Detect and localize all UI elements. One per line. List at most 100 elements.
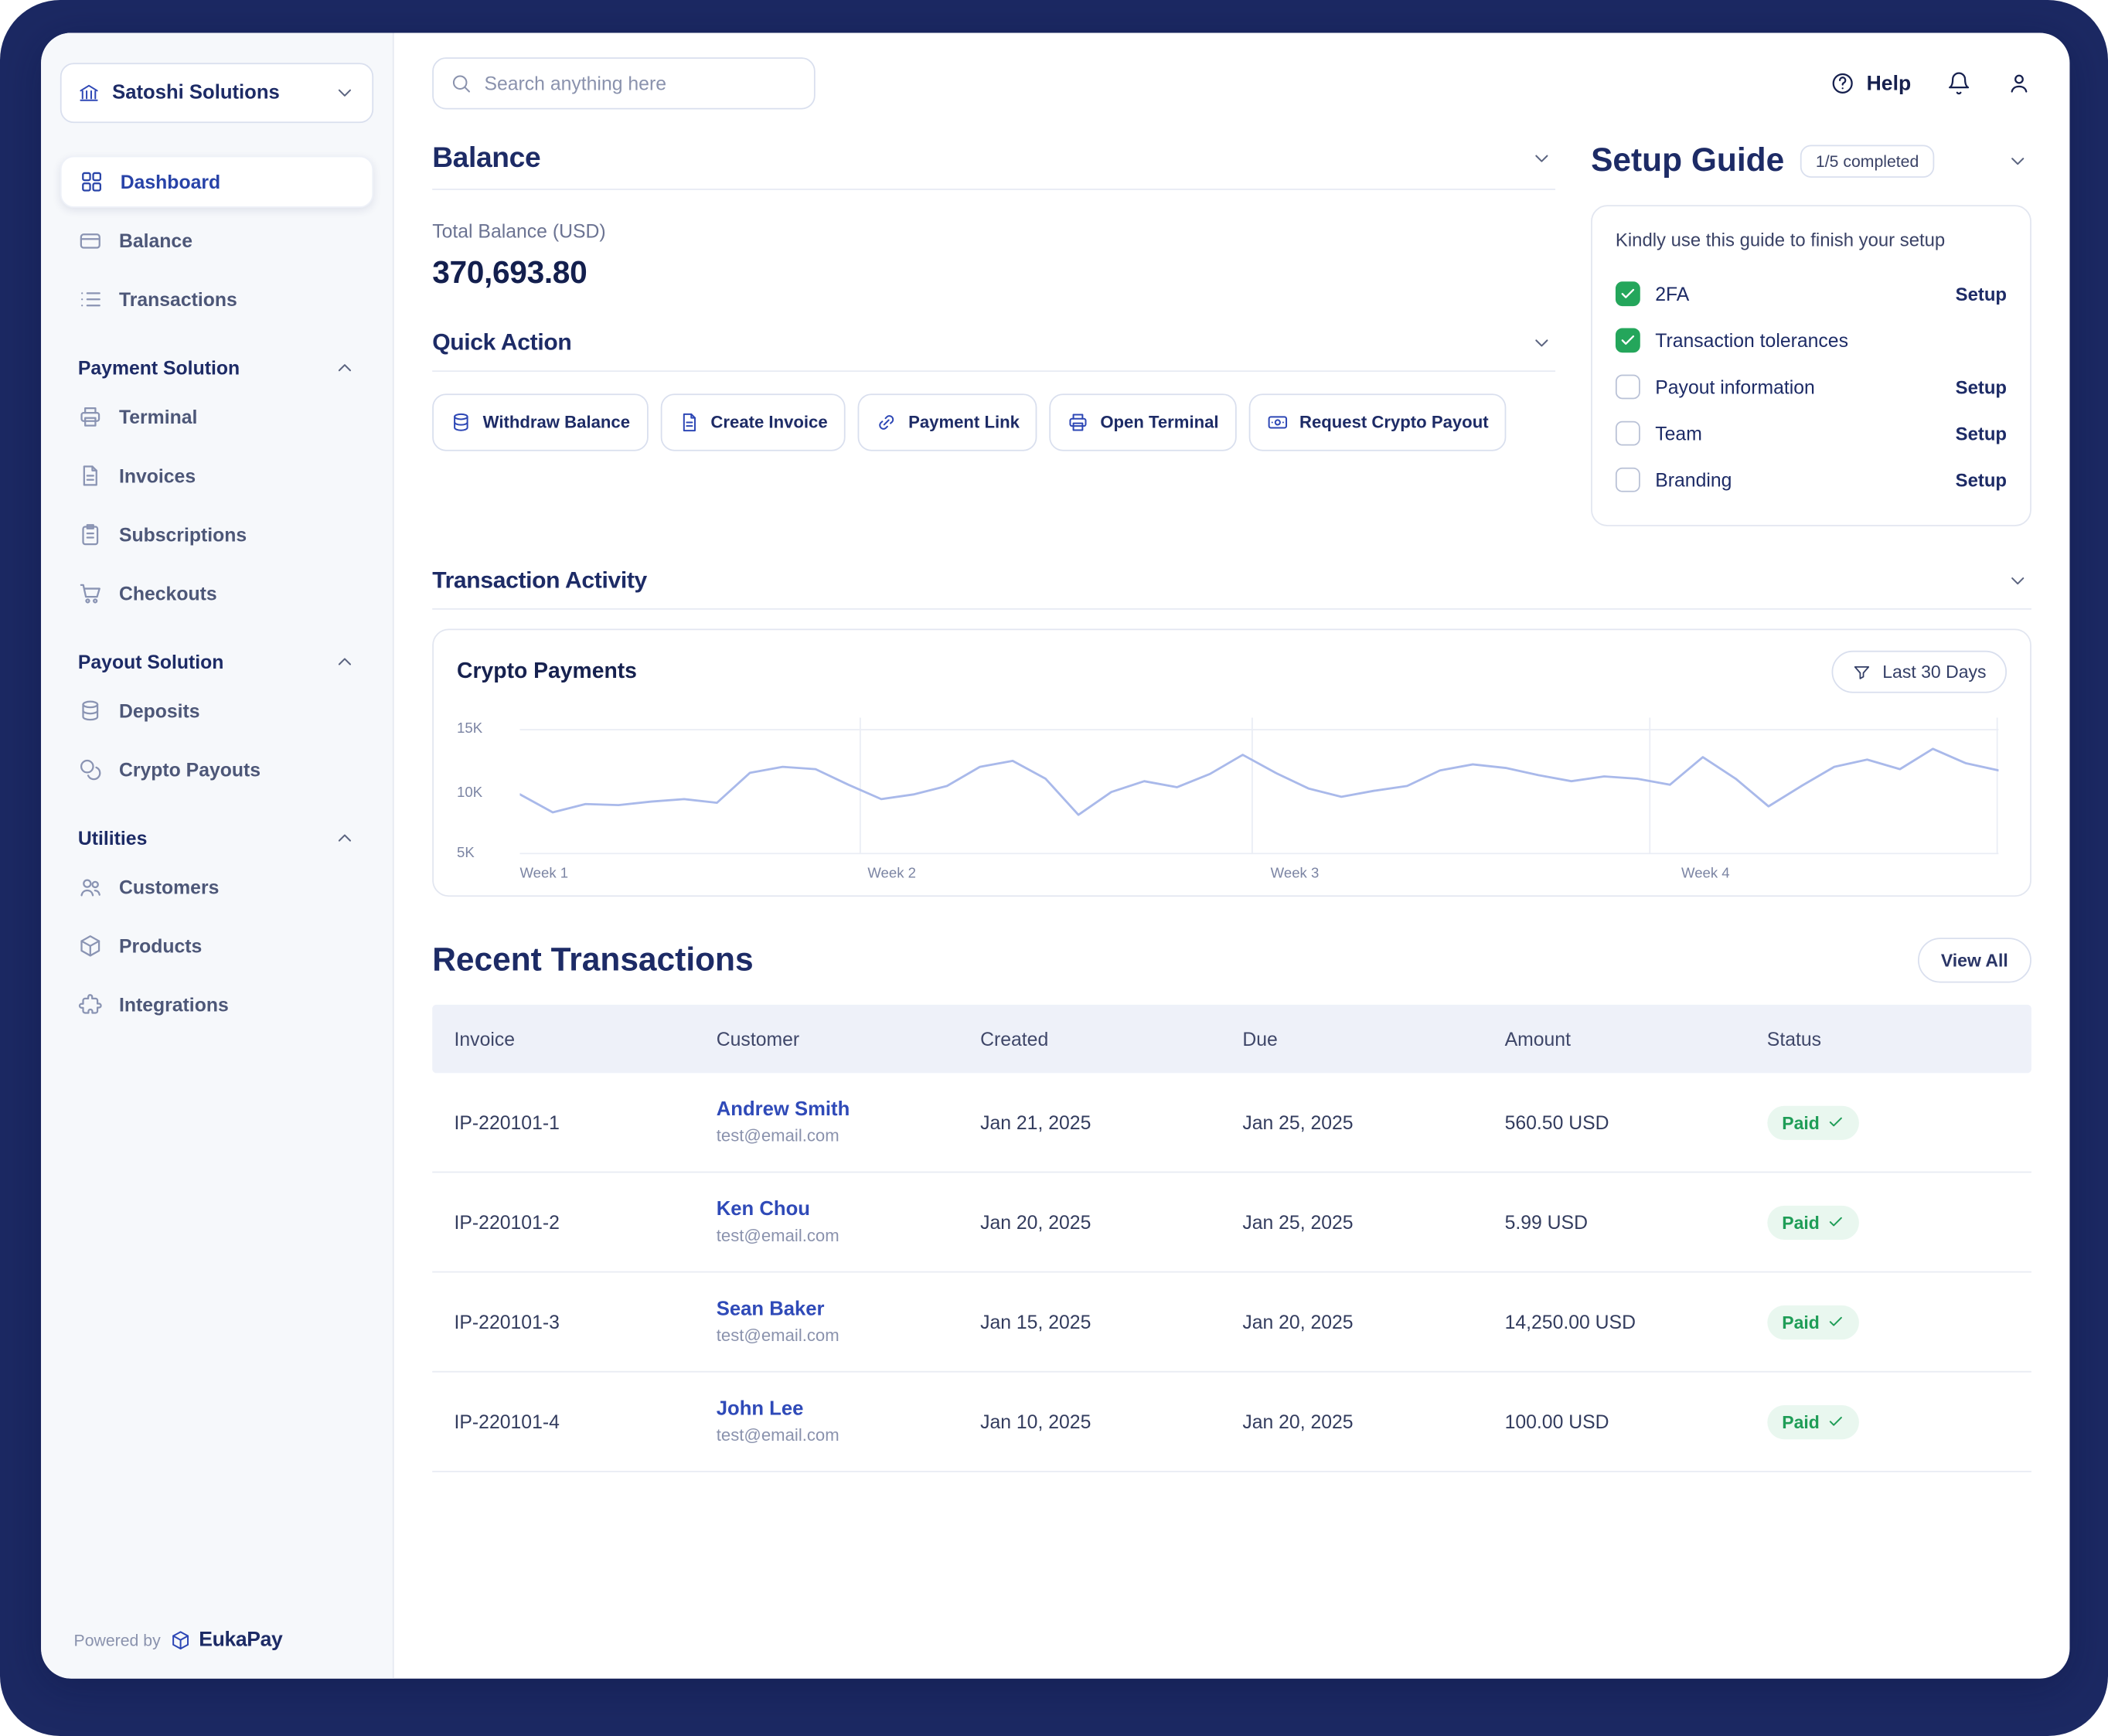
- sidebar-item-terminal[interactable]: Terminal: [60, 391, 373, 443]
- recent-transactions-section: Recent Transactions View All Invoice Cus…: [432, 938, 2031, 1472]
- created-date: Jan 15, 2025: [959, 1311, 1221, 1333]
- status-cell: Paid: [1745, 1305, 2031, 1339]
- sidebar-item-transactions[interactable]: Transactions: [60, 274, 373, 325]
- customer-cell: Andrew Smith test@email.com: [694, 1099, 958, 1145]
- sidebar-item-checkouts[interactable]: Checkouts: [60, 567, 373, 619]
- col-invoice: Invoice: [432, 1028, 694, 1050]
- eukapay-logo: EukaPay: [170, 1628, 282, 1651]
- setup-link[interactable]: Setup: [1956, 424, 2007, 444]
- setup-guide-collapse-button[interactable]: [2004, 148, 2031, 175]
- due-date: Jan 20, 2025: [1221, 1411, 1483, 1432]
- coins-icon: [450, 411, 472, 433]
- balance-collapse-button[interactable]: [1528, 145, 1555, 172]
- create-invoice-button[interactable]: Create Invoice: [660, 393, 846, 451]
- setup-item-2fa: 2FA Setup: [1616, 271, 2007, 318]
- setup-link[interactable]: Setup: [1956, 284, 2007, 305]
- checkbox-branding[interactable]: [1616, 468, 1640, 492]
- org-switcher[interactable]: Satoshi Solutions: [60, 63, 373, 123]
- open-terminal-button[interactable]: Open Terminal: [1050, 393, 1237, 451]
- setup-link[interactable]: Setup: [1956, 470, 2007, 491]
- sidebar-item-label: Invoices: [119, 465, 196, 486]
- table-row[interactable]: IP-220101-1 Andrew Smith test@email.com …: [432, 1074, 2031, 1173]
- app-window: Satoshi Solutions Dashboard Balance Tran: [0, 0, 2108, 1736]
- sidebar-item-balance[interactable]: Balance: [60, 215, 373, 267]
- total-balance-label: Total Balance (USD): [432, 220, 1555, 242]
- sidebar-item-customers[interactable]: Customers: [60, 861, 373, 913]
- checkbox-2fa[interactable]: [1616, 282, 1640, 307]
- customer-email: test@email.com: [717, 1127, 959, 1146]
- amount: 560.50 USD: [1483, 1111, 1745, 1133]
- setup-item-label: Branding: [1655, 469, 1732, 491]
- banknote-icon: [1267, 411, 1289, 433]
- setup-guide-column: Setup Guide 1/5 completed Kindly use thi…: [1591, 142, 2031, 526]
- status-cell: Paid: [1745, 1405, 2031, 1439]
- table-row[interactable]: IP-220101-3 Sean Baker test@email.com Ja…: [432, 1273, 2031, 1373]
- due-date: Jan 25, 2025: [1221, 1211, 1483, 1233]
- setup-guide-card: Kindly use this guide to finish your set…: [1591, 205, 2031, 526]
- status-badge: Paid: [1767, 1105, 1859, 1139]
- notifications-button[interactable]: [1946, 71, 1971, 96]
- search-box: [432, 57, 815, 109]
- sidebar-nav: Dashboard Balance Transactions Payment S…: [60, 156, 373, 1038]
- customer-cell: Sean Baker test@email.com: [694, 1299, 958, 1345]
- request-crypto-payout-button[interactable]: Request Crypto Payout: [1249, 393, 1507, 451]
- chevron-down-icon: [1531, 148, 1552, 169]
- check-icon: [1828, 1314, 1844, 1330]
- date-filter-button[interactable]: Last 30 Days: [1832, 651, 2007, 693]
- checkbox-payout-information[interactable]: [1616, 375, 1640, 400]
- sidebar-item-crypto-payouts[interactable]: Crypto Payouts: [60, 744, 373, 795]
- transaction-activity-header: Transaction Activity: [432, 567, 2031, 594]
- help-button[interactable]: Help: [1831, 71, 1912, 96]
- setup-link[interactable]: Setup: [1956, 377, 2007, 398]
- customer-name-link[interactable]: Sean Baker: [717, 1299, 959, 1320]
- setup-item-label: 2FA: [1655, 283, 1689, 305]
- setup-guide-title: Setup Guide: [1591, 142, 1784, 181]
- y-tick-10k: 10K: [457, 785, 506, 802]
- invoice-id: IP-220101-1: [432, 1111, 694, 1133]
- button-label: Create Invoice: [710, 413, 827, 432]
- sidebar-item-subscriptions[interactable]: Subscriptions: [60, 509, 373, 560]
- sidebar-item-label: Transactions: [119, 288, 237, 310]
- crypto-payments-card: Crypto Payments Last 30 Days 15K 10K 5K: [432, 629, 2031, 897]
- sidebar-item-label: Crypto Payouts: [119, 759, 261, 781]
- customer-name-link[interactable]: John Lee: [717, 1399, 959, 1421]
- sidebar-section-payment-solution[interactable]: Payment Solution: [60, 357, 373, 379]
- account-button[interactable]: [2007, 71, 2031, 96]
- sidebar-item-dashboard[interactable]: Dashboard: [60, 156, 373, 208]
- withdraw-balance-button[interactable]: Withdraw Balance: [432, 393, 648, 451]
- created-date: Jan 20, 2025: [959, 1211, 1221, 1233]
- funnel-icon: [1852, 662, 1871, 682]
- quick-action-collapse-button[interactable]: [1528, 329, 1555, 356]
- payment-link-button[interactable]: Payment Link: [858, 393, 1037, 451]
- sidebar-item-integrations[interactable]: Integrations: [60, 979, 373, 1030]
- setup-item-label: Payout information: [1655, 376, 1815, 398]
- section-title: Payout Solution: [78, 651, 224, 672]
- sidebar-section-payout-solution[interactable]: Payout Solution: [60, 651, 373, 672]
- transaction-activity-collapse-button[interactable]: [2004, 567, 2031, 594]
- search-input[interactable]: [484, 73, 797, 94]
- customer-name-link[interactable]: Andrew Smith: [717, 1099, 959, 1121]
- sidebar-item-products[interactable]: Products: [60, 920, 373, 972]
- setup-item-transaction-tolerances: Transaction tolerances: [1616, 318, 2007, 364]
- status-label: Paid: [1782, 1212, 1820, 1233]
- invoice-id: IP-220101-4: [432, 1411, 694, 1432]
- puzzle-icon: [78, 992, 103, 1017]
- setup-item-team: Team Setup: [1616, 410, 2007, 457]
- view-all-button[interactable]: View All: [1918, 938, 2031, 983]
- transaction-activity-title: Transaction Activity: [432, 567, 647, 594]
- checkbox-transaction-tolerances[interactable]: [1616, 328, 1640, 353]
- sidebar-item-deposits[interactable]: Deposits: [60, 685, 373, 737]
- invoice-id: IP-220101-2: [432, 1211, 694, 1233]
- sidebar-section-utilities[interactable]: Utilities: [60, 827, 373, 849]
- balance-column: Balance Total Balance (USD) 370,693.80 Q…: [432, 142, 1555, 526]
- customer-name-link[interactable]: Ken Chou: [717, 1199, 959, 1220]
- table-row[interactable]: IP-220101-4 John Lee test@email.com Jan …: [432, 1373, 2031, 1472]
- sidebar-item-invoices[interactable]: Invoices: [60, 450, 373, 502]
- checkbox-team[interactable]: [1616, 421, 1640, 446]
- status-cell: Paid: [1745, 1105, 2031, 1139]
- users-icon: [78, 875, 103, 900]
- box-icon: [78, 934, 103, 958]
- table-row[interactable]: IP-220101-2 Ken Chou test@email.com Jan …: [432, 1173, 2031, 1273]
- crypto-coins-icon: [78, 757, 103, 782]
- status-label: Paid: [1782, 1411, 1820, 1432]
